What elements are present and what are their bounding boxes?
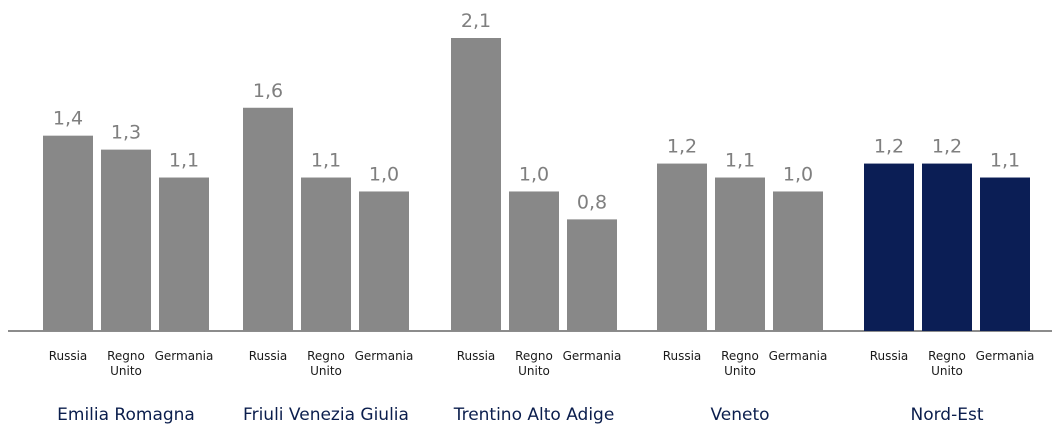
tick-label-4-0: Russia [870,349,909,363]
group-label-0: Emilia Romagna [57,405,195,425]
tick-label-3-1: Regno Unito [721,349,759,378]
data-label-2-2: 0,8 [577,191,607,213]
data-label-2-0: 2,1 [461,10,491,32]
tick-label-1-1: Regno Unito [307,349,345,378]
bar-3-2 [773,191,823,331]
tick-label-4-2: Germania [976,349,1035,363]
tick-label-2-0: Russia [457,349,496,363]
bar-4-2 [980,177,1030,331]
bar-0-2 [159,177,209,331]
group-label-4: Nord-Est [911,405,984,425]
bar-0-1 [101,149,151,331]
data-label-3-1: 1,1 [725,150,755,172]
bar-3-0 [657,163,707,331]
tick-label-1-2: Germania [355,349,414,363]
data-label-0-0: 1,4 [53,108,83,130]
bar-3-1 [715,177,765,331]
data-label-0-2: 1,1 [169,150,199,172]
group-label-1: Friuli Venezia Giulia [243,405,409,425]
tick-label-2-1: Regno Unito [515,349,553,378]
group-label-3: Veneto [710,405,769,425]
bar-1-0 [243,107,293,331]
data-label-1-1: 1,1 [311,150,341,172]
data-label-3-2: 1,0 [783,163,813,185]
tick-label-0-1: Regno Unito [107,349,145,378]
bar-0-0 [43,135,93,331]
tick-label-0-2: Germania [155,349,214,363]
data-label-4-1: 1,2 [932,136,962,158]
tick-label-3-2: Germania [769,349,828,363]
tick-label-1-0: Russia [249,349,288,363]
data-label-1-0: 1,6 [253,80,283,102]
bar-4-1 [922,163,972,331]
data-label-4-0: 1,2 [874,136,904,158]
tick-label-0-0: Russia [49,349,88,363]
bar-1-1 [301,177,351,331]
group-label-2: Trentino Alto Adige [453,405,615,425]
tick-label-3-0: Russia [663,349,702,363]
bar-2-0 [451,38,501,331]
bar-2-2 [567,219,617,331]
data-label-2-1: 1,0 [519,163,549,185]
data-label-0-1: 1,3 [111,122,141,144]
tick-label-2-2: Germania [563,349,622,363]
bar-4-0 [864,163,914,331]
data-label-3-0: 1,2 [667,136,697,158]
bar-1-2 [359,191,409,331]
bar-2-1 [509,191,559,331]
tick-label-4-1: Regno Unito [928,349,966,378]
data-label-1-2: 1,0 [369,163,399,185]
data-label-4-2: 1,1 [990,150,1020,172]
